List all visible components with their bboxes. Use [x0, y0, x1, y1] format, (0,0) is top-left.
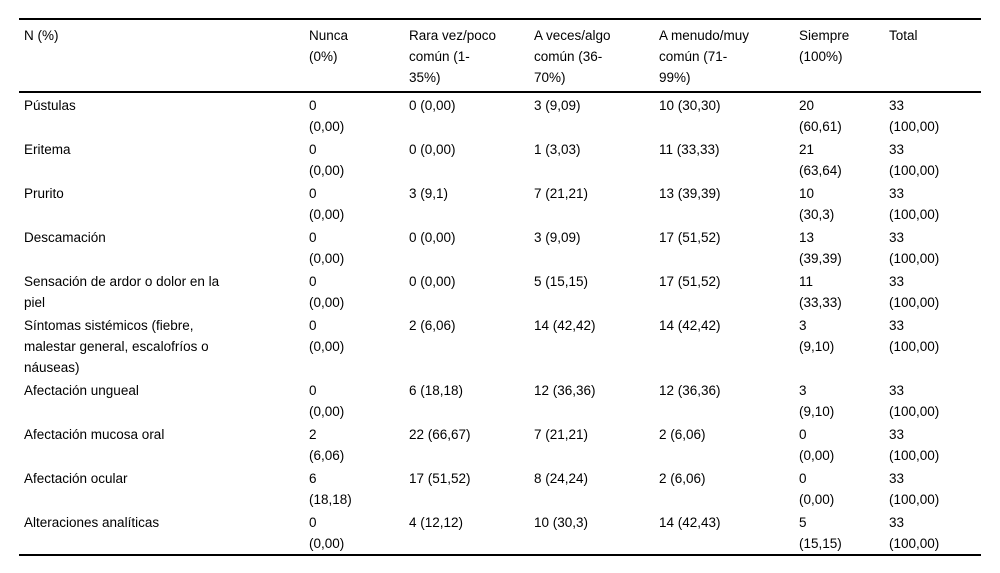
header-a-veces: A veces/algo común (36- 70%) [534, 19, 659, 93]
table-cell: 33 (100,00) [889, 142, 940, 178]
table-cell: 10 (30,30) [659, 98, 721, 113]
row-label: Afectación mucosa oral [24, 427, 165, 442]
table-cell: 0 (0,00) [309, 274, 345, 310]
header-n-percent: N (%) [19, 19, 309, 93]
table-cell: 3 (9,10) [799, 318, 835, 354]
table-cell: 0 (0,00) [409, 142, 456, 157]
table-cell: 13 (39,39) [799, 230, 842, 266]
header-nunca: Nunca (0%) [309, 19, 409, 93]
table-cell: 4 (12,12) [409, 515, 464, 530]
row-label: Alteraciones analíticas [24, 515, 160, 530]
table-cell: 10 (30,3) [534, 515, 589, 530]
table-cell: 14 (42,43) [659, 515, 721, 530]
table-cell: 33 (100,00) [889, 318, 940, 354]
row-label: Descamación [24, 230, 106, 245]
row-label: Afectación ungueal [24, 383, 139, 398]
table-cell: 21 (63,64) [799, 142, 842, 178]
table-cell: 33 (100,00) [889, 230, 940, 266]
table-cell: 14 (42,42) [659, 318, 721, 333]
row-label: Sensación de ardor o dolor en la piel [24, 274, 220, 310]
table-cell: 3 (9,09) [534, 230, 581, 245]
table-row-afectacion-ungueal: Afectación ungueal 0 (0,00) 6 (18,18) 12… [19, 378, 981, 422]
table-cell: 13 (39,39) [659, 186, 721, 201]
table-cell: 17 (51,52) [659, 230, 721, 245]
table-cell: 8 (24,24) [534, 471, 589, 486]
table-cell: 33 (100,00) [889, 471, 940, 507]
table-cell: 14 (42,42) [534, 318, 596, 333]
table-cell: 17 (51,52) [409, 471, 471, 486]
table-cell: 0 (0,00) [309, 98, 345, 134]
header-a-menudo: A menudo/muy común (71- 99%) [659, 19, 799, 93]
table-row-sintomas-sistemicos: Síntomas sistémicos (fiebre, malestar ge… [19, 313, 981, 378]
table-row-alteraciones-analiticas: Alteraciones analíticas 0 (0,00) 4 (12,1… [19, 510, 981, 555]
table-cell: 0 (0,00) [309, 142, 345, 178]
table-header: N (%) Nunca (0%) Rara vez/poco común (1-… [19, 19, 981, 93]
table-cell: 2 (6,06) [409, 318, 456, 333]
table-body: Pústulas 0 (0,00) 0 (0,00) 3 (9,09) 10 (… [19, 92, 981, 555]
table-row-afectacion-ocular: Afectación ocular 6 (18,18) 17 (51,52) 8… [19, 466, 981, 510]
table-cell: 22 (66,67) [409, 427, 471, 442]
table-cell: 0 (0,00) [409, 274, 456, 289]
table-cell: 6 (18,18) [409, 383, 464, 398]
table-row-prurito: Prurito 0 (0,00) 3 (9,1) 7 (21,21) 13 (3… [19, 181, 981, 225]
table-cell: 0 (0,00) [409, 230, 456, 245]
table-cell: 0 (0,00) [309, 383, 345, 419]
row-label: Eritema [24, 142, 71, 157]
table-cell: 3 (9,09) [534, 98, 581, 113]
frequency-table: N (%) Nunca (0%) Rara vez/poco común (1-… [19, 18, 981, 556]
header-total: Total [889, 19, 981, 93]
table-row-sensacion-ardor: Sensación de ardor o dolor en la piel 0 … [19, 269, 981, 313]
header-rara-vez: Rara vez/poco común (1- 35%) [409, 19, 534, 93]
table-cell: 7 (21,21) [534, 186, 589, 201]
row-label: Síntomas sistémicos (fiebre, malestar ge… [24, 318, 209, 375]
table-cell: 5 (15,15) [799, 515, 842, 551]
table-cell: 2 (6,06) [659, 471, 706, 486]
table-cell: 33 (100,00) [889, 515, 940, 551]
table-cell: 12 (36,36) [659, 383, 721, 398]
table-cell: 10 (30,3) [799, 186, 835, 222]
table-cell: 0 (0,00) [309, 318, 345, 354]
table-row-afectacion-mucosa-oral: Afectación mucosa oral 2 (6,06) 22 (66,6… [19, 422, 981, 466]
table-cell: 20 (60,61) [799, 98, 842, 134]
table-cell: 3 (9,10) [799, 383, 835, 419]
table-cell: 0 (0,00) [309, 230, 345, 266]
row-label: Prurito [24, 186, 64, 201]
table-cell: 11 (33,33) [659, 142, 720, 157]
table-cell: 0 (0,00) [409, 98, 456, 113]
row-label: Afectación ocular [24, 471, 128, 486]
table-cell: 33 (100,00) [889, 186, 940, 222]
table-cell: 0 (0,00) [309, 186, 345, 222]
table-row-pustulas: Pústulas 0 (0,00) 0 (0,00) 3 (9,09) 10 (… [19, 92, 981, 137]
row-label: Pústulas [24, 98, 76, 113]
table-cell: 33 (100,00) [889, 274, 940, 310]
table-cell: 11 (33,33) [799, 274, 842, 310]
table-cell: 12 (36,36) [534, 383, 596, 398]
table-cell: 0 (0,00) [799, 427, 835, 463]
table-cell: 6 (18,18) [309, 471, 352, 507]
table-cell: 2 (6,06) [659, 427, 706, 442]
header-siempre: Siempre (100%) [799, 19, 889, 93]
table-cell: 33 (100,00) [889, 427, 940, 463]
table-cell: 33 (100,00) [889, 383, 940, 419]
header-row: N (%) Nunca (0%) Rara vez/poco común (1-… [19, 19, 981, 93]
table-cell: 7 (21,21) [534, 427, 589, 442]
table-row-descamacion: Descamación 0 (0,00) 0 (0,00) 3 (9,09) 1… [19, 225, 981, 269]
table-cell: 0 (0,00) [309, 515, 345, 551]
table-cell: 33 (100,00) [889, 98, 940, 134]
table-cell: 17 (51,52) [659, 274, 721, 289]
table-cell: 1 (3,03) [534, 142, 581, 157]
table-cell: 5 (15,15) [534, 274, 589, 289]
table-cell: 2 (6,06) [309, 427, 345, 463]
table-row-eritema: Eritema 0 (0,00) 0 (0,00) 1 (3,03) 11 (3… [19, 137, 981, 181]
table-cell: 3 (9,1) [409, 186, 449, 201]
table-cell: 0 (0,00) [799, 471, 835, 507]
